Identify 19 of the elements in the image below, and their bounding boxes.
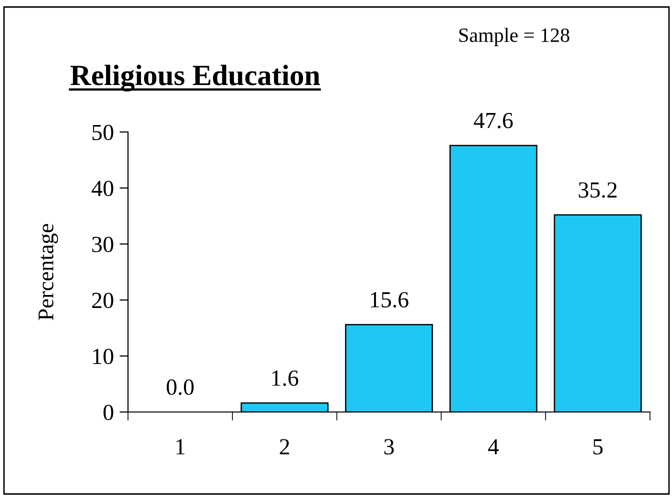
x-tick-label: 4 [488, 439, 499, 454]
data-label: 1.6 [272, 370, 298, 386]
x-tick-label: 3 [384, 439, 394, 455]
data-label: 0.0 [166, 379, 194, 395]
chart-title: Religious Education [70, 64, 320, 92]
y-tick-label: 40 [92, 180, 114, 196]
x-tick-label: 5 [593, 439, 603, 455]
y-tick-label: 20 [92, 292, 114, 308]
data-label: 47.6 [474, 112, 513, 128]
y-axis-title: Percentage [38, 224, 58, 320]
y-tick-label: 10 [93, 348, 114, 364]
y-tick-label: 30 [92, 236, 114, 252]
data-label: 35.2 [578, 182, 617, 198]
y-tick-label: 0 [104, 404, 114, 420]
text: Sample = 128 [459, 28, 570, 46]
x-tick-label: 2 [280, 439, 290, 454]
x-tick-label: 1 [176, 439, 185, 454]
data-label: 15.6 [370, 292, 408, 308]
y-tick-label: 50 [92, 124, 114, 140]
